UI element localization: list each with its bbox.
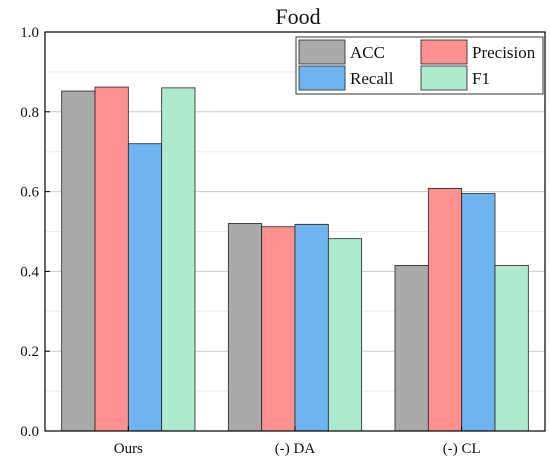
bar-recall-3 xyxy=(461,193,496,432)
legend-label: ACC xyxy=(350,43,385,62)
x-axis: Ours (-) DA (-) CL xyxy=(114,426,481,457)
bar-f1-3 xyxy=(494,265,529,432)
x-tick-label: (-) DA xyxy=(275,441,316,457)
y-axis: 0.0 0.2 0.4 0.6 0.8 1.0 xyxy=(20,25,50,440)
x-tick-label: Ours xyxy=(114,441,143,457)
legend-swatch xyxy=(298,39,346,65)
bar-precision-1 xyxy=(94,86,129,432)
bar-f1-1 xyxy=(161,87,196,432)
bar-precision-3 xyxy=(427,188,463,432)
y-tick-label: 1.0 xyxy=(20,25,39,41)
bar-precision-2 xyxy=(261,226,296,432)
bar-acc-2 xyxy=(227,223,263,432)
legend-swatch xyxy=(420,39,468,65)
bar-recall-2 xyxy=(294,223,329,432)
y-tick-label: 0.0 xyxy=(20,424,39,440)
legend-swatch xyxy=(420,65,468,91)
y-tick-label: 0.8 xyxy=(20,105,39,121)
bar-acc-1 xyxy=(61,90,96,432)
legend-swatch xyxy=(298,65,346,91)
y-tick-label: 0.2 xyxy=(20,344,39,360)
legend-label: Precision xyxy=(472,43,536,62)
legend: ACC Precision Recall F1 xyxy=(295,36,544,95)
y-tick-label: 0.6 xyxy=(20,185,39,201)
chart-title: Food xyxy=(275,4,320,29)
legend-label: F1 xyxy=(472,69,490,88)
bars xyxy=(61,86,529,432)
bar-f1-2 xyxy=(327,238,363,432)
x-tick-label: (-) CL xyxy=(443,441,481,457)
bar-recall-1 xyxy=(127,143,163,432)
legend-label: Recall xyxy=(350,69,394,88)
y-tick-label: 0.4 xyxy=(20,264,39,280)
bar-acc-3 xyxy=(394,265,429,432)
